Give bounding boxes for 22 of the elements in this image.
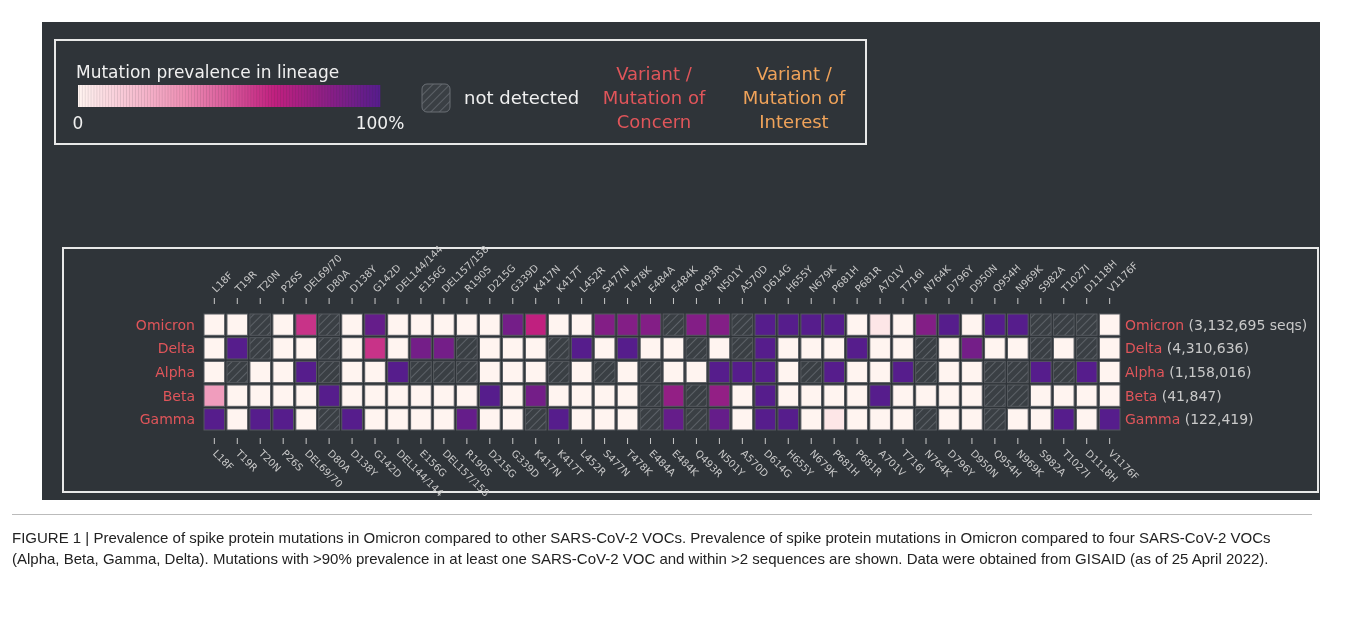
- text: Variant / Mutation of Concern: [602, 63, 706, 132]
- category-label: Gamma: [139, 411, 195, 428]
- category-label: (3,132,695 seqs): [1188, 316, 1308, 333]
- category-label: Alpha: [155, 364, 195, 380]
- y-tick-label: Omicron: [1125, 316, 1185, 333]
- color-bar-title: Mutation prevalence in lineage: [76, 62, 340, 82]
- text: not detected: [464, 87, 580, 108]
- y-tick-label: Gamma: [1125, 411, 1181, 428]
- category-label: (41,847): [1161, 387, 1222, 404]
- caption: FIGURE 1 | Prevalence of spike protein mutations in Omicron compared to other SARS-CoV-2 VOCs. Prevalence of spike protein mutations in Omicron compared to four SARS-CoV-2 VOCs (Alpha, Beta, Gamma, Delta). Mutations with >90% prevalence in at least one SARS-CoV-2 VOC and within >2 sequences are shown. Data were obtained from GISAID (as of 25 April 2022).: [12, 514, 1312, 569]
- category-label: (4,310,636): [1166, 340, 1249, 357]
- y-tick-label: Beta: [1125, 387, 1158, 404]
- category-label: Delta: [157, 340, 195, 357]
- category-label: Omicron: [135, 316, 195, 333]
- y-tick-label: Delta: [1125, 340, 1163, 357]
- color-bar-label: 100%: [355, 113, 405, 133]
- y-tick-label: Alpha: [1125, 364, 1165, 380]
- color-bar-label: 0: [72, 113, 84, 133]
- category-label: Beta: [162, 387, 195, 404]
- category-label: (122,419): [1184, 411, 1254, 428]
- category-label: (1,158,016): [1169, 364, 1252, 380]
- text: Variant / Mutation of Interest: [742, 63, 846, 132]
